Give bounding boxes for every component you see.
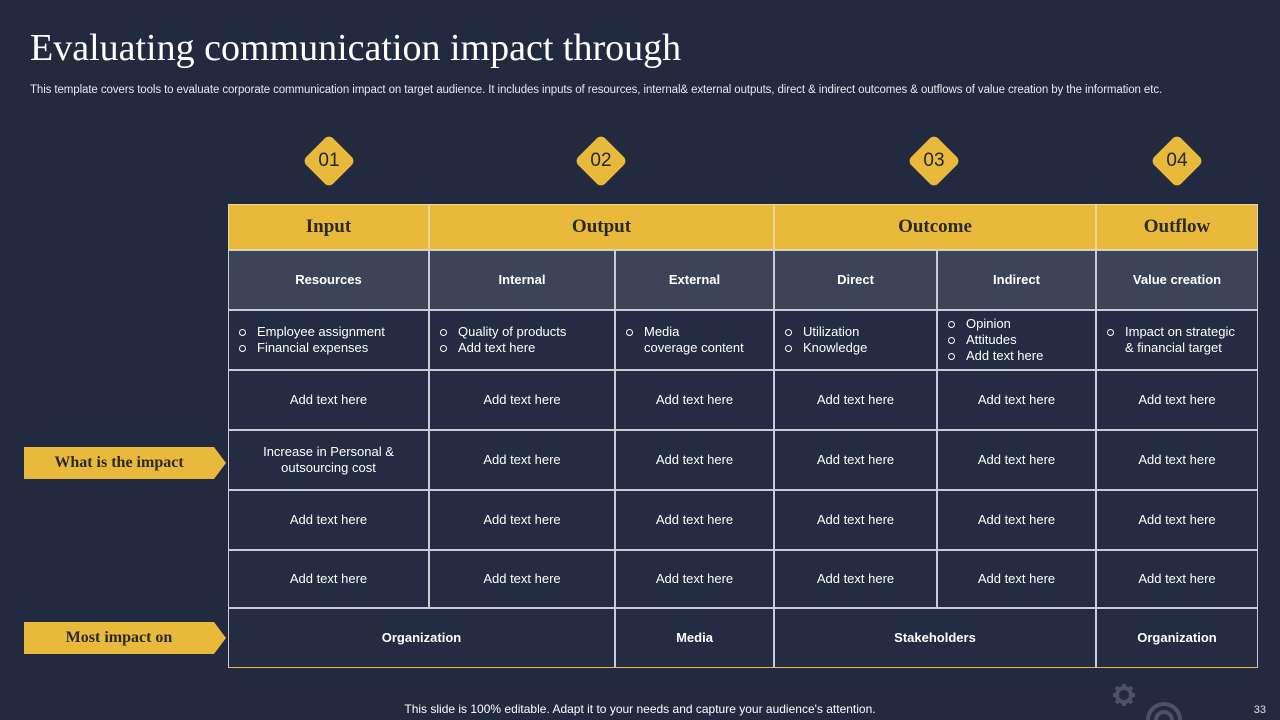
list-item: Media coverage content	[626, 324, 744, 356]
bullets-external: Media coverage content	[615, 310, 774, 370]
step-number: 04	[1166, 150, 1188, 171]
most-impact-on-label: Most impact on	[24, 622, 226, 654]
what-is-the-impact-label: What is the impact	[24, 447, 226, 479]
table-cell: Increase in Personal & outsourcing cost	[228, 430, 429, 490]
header-outcome: Outcome	[774, 204, 1096, 250]
table-cell: Add text here	[774, 550, 937, 608]
impact-organization-outflow: Organization	[1096, 608, 1258, 668]
header-output: Output	[429, 204, 774, 250]
impact-organization: Organization	[228, 608, 615, 668]
table-cell: Add text here	[615, 430, 774, 490]
bullets-resources: Employee assignment Financial expenses	[228, 310, 429, 370]
impact-table: Input Output Outcome Outflow Resources I…	[228, 204, 1258, 668]
slide-subtitle: This template covers tools to evaluate c…	[30, 84, 1163, 96]
step-number: 02	[590, 150, 612, 171]
page-number: 33	[1253, 704, 1266, 716]
table-cell: Add text here	[937, 430, 1096, 490]
slide-title: Evaluating communication impact through	[30, 27, 682, 69]
table-cell: Add text here	[429, 490, 615, 550]
bullets-direct: Utilization Knowledge	[774, 310, 937, 370]
table-cell: Add text here	[615, 370, 774, 430]
bullets-indirect: Opinion Attitudes Add text here	[937, 310, 1096, 370]
subheader-external: External	[615, 250, 774, 310]
gears-icon	[1113, 684, 1182, 720]
list-item: Quality of products	[440, 324, 566, 340]
table-cell: Add text here	[1096, 430, 1258, 490]
step-diamond-01: 01	[301, 133, 357, 189]
bullets-value-creation: Impact on strategic & financial target	[1096, 310, 1258, 370]
subheader-indirect: Indirect	[937, 250, 1096, 310]
step-diamond-03: 03	[906, 133, 962, 189]
subheader-internal: Internal	[429, 250, 615, 310]
table-cell: Add text here	[937, 550, 1096, 608]
list-item: Employee assignment	[239, 324, 385, 340]
impact-stakeholders: Stakeholders	[774, 608, 1096, 668]
table-cell: Add text here	[228, 370, 429, 430]
list-item: Utilization	[785, 324, 867, 340]
step-diamond-04: 04	[1149, 133, 1205, 189]
list-item: Attitudes	[948, 332, 1043, 348]
header-input: Input	[228, 204, 429, 250]
list-item: Add text here	[440, 340, 566, 356]
table-cell: Add text here	[615, 490, 774, 550]
table-cell: Add text here	[228, 550, 429, 608]
table-cell: Add text here	[937, 490, 1096, 550]
table-cell: Add text here	[774, 430, 937, 490]
list-item: Impact on strategic & financial target	[1107, 324, 1235, 356]
list-item: Financial expenses	[239, 340, 385, 356]
table-cell: Add text here	[774, 370, 937, 430]
header-outflow: Outflow	[1096, 204, 1258, 250]
list-item: Opinion	[948, 316, 1043, 332]
table-cell: Add text here	[1096, 550, 1258, 608]
table-cell: Add text here	[429, 550, 615, 608]
table-cell: Add text here	[1096, 490, 1258, 550]
footer-note: This slide is 100% editable. Adapt it to…	[404, 702, 876, 716]
step-number: 03	[923, 150, 945, 171]
table-cell: Add text here	[429, 370, 615, 430]
subheader-direct: Direct	[774, 250, 937, 310]
step-diamond-02: 02	[573, 133, 629, 189]
table-cell: Add text here	[1096, 370, 1258, 430]
table-cell: Add text here	[228, 490, 429, 550]
table-cell: Add text here	[615, 550, 774, 608]
table-cell: Add text here	[937, 370, 1096, 430]
bullets-internal: Quality of products Add text here	[429, 310, 615, 370]
subheader-value-creation: Value creation	[1096, 250, 1258, 310]
table-cell: Add text here	[774, 490, 937, 550]
list-item: Knowledge	[785, 340, 867, 356]
impact-media: Media	[615, 608, 774, 668]
subheader-resources: Resources	[228, 250, 429, 310]
step-number: 01	[318, 150, 340, 171]
list-item: Add text here	[948, 348, 1043, 364]
table-cell: Add text here	[429, 430, 615, 490]
